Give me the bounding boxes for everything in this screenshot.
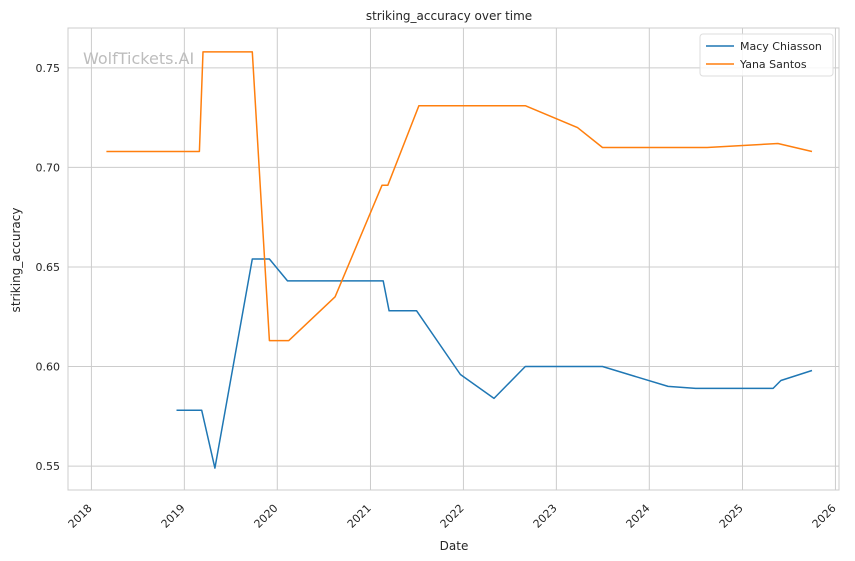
y-tick-label: 0.70	[36, 161, 61, 174]
legend-label-macy-chiasson: Macy Chiasson	[740, 40, 822, 53]
chart-title: striking_accuracy over time	[366, 9, 532, 23]
series-line-macy-chiasson	[176, 258, 813, 469]
legend: Macy Chiasson Yana Santos	[699, 33, 834, 77]
y-tick-label: 0.75	[36, 62, 61, 75]
x-axis-label: Date	[440, 539, 469, 553]
series-layer	[106, 51, 813, 469]
y-tick-label: 0.65	[36, 261, 61, 274]
y-axis-ticks: 0.55 0.60 0.65 0.70 0.75	[36, 62, 61, 473]
watermark: WolfTickets.AI	[83, 49, 194, 68]
y-tick-label: 0.55	[36, 460, 61, 473]
legend-label-yana-santos: Yana Santos	[739, 58, 807, 71]
plot-area-frame	[67, 27, 840, 491]
y-axis-label: striking_accuracy	[9, 208, 23, 313]
y-tick-label: 0.60	[36, 361, 61, 374]
legend-box	[699, 33, 834, 77]
series-line-yana-santos	[106, 51, 813, 342]
